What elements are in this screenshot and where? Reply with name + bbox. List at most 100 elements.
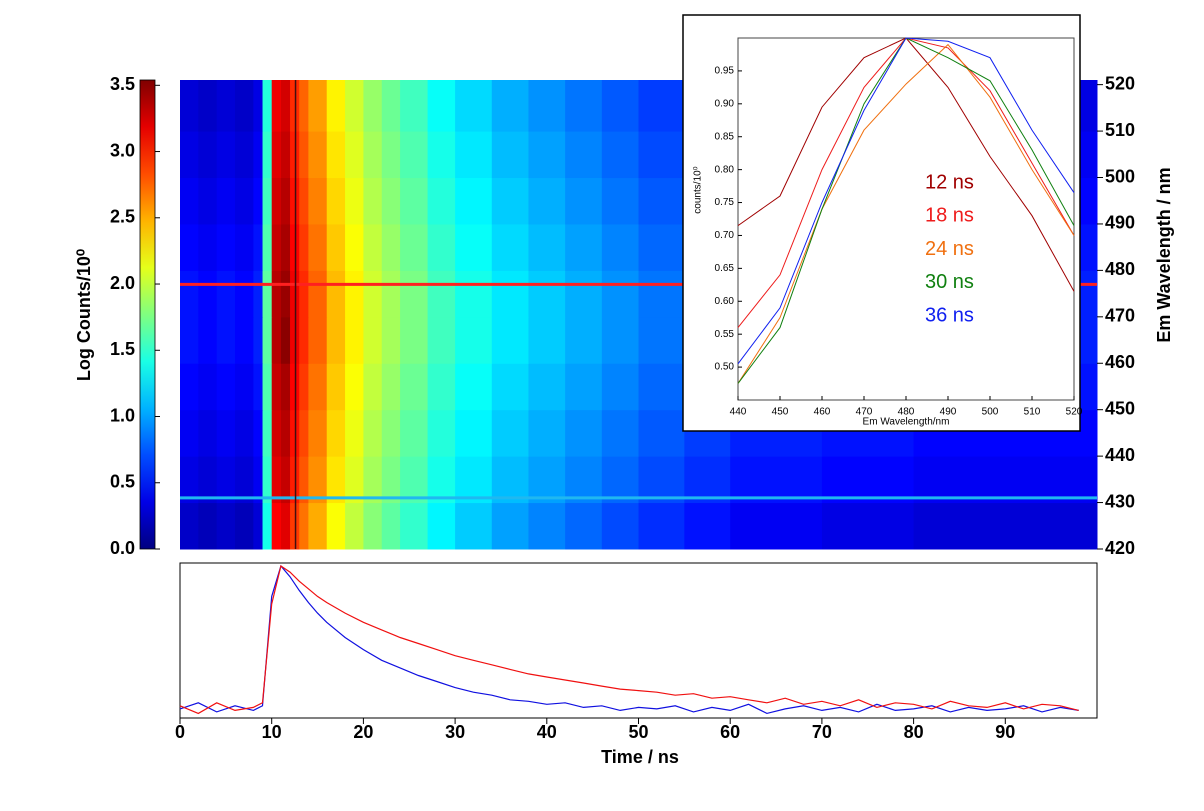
- legend-label: 30 ns: [925, 271, 974, 293]
- heatmap-cell: [308, 316, 328, 364]
- heatmap-cell: [253, 409, 264, 457]
- heatmap-cell: [601, 456, 639, 504]
- heatmap-cell: [326, 131, 346, 179]
- heatmap-cell: [253, 456, 264, 504]
- heatmap-cell: [180, 363, 199, 411]
- heatmap-cell: [528, 409, 566, 457]
- heatmap-cell: [280, 456, 291, 504]
- heatmap-cell: [253, 316, 264, 364]
- heatmap-cell: [528, 80, 566, 132]
- heatmap-cell: [821, 502, 915, 550]
- heatmap-cell: [565, 456, 603, 504]
- heatmap-cell: [363, 456, 383, 504]
- heatmap-cell: [262, 131, 273, 179]
- x-tick-label: 10: [262, 722, 282, 742]
- heatmap-cell: [345, 409, 364, 457]
- heatmap-cell: [253, 80, 264, 132]
- heatmap-cell: [363, 502, 383, 550]
- heatmap-cell: [253, 177, 264, 225]
- x-tick-label: 20: [353, 722, 373, 742]
- y-tick-label: 520: [1105, 73, 1135, 93]
- colorbar-tick-label: 1.5: [110, 339, 135, 359]
- heatmap-cell: [271, 363, 282, 411]
- heatmap-cell: [565, 177, 603, 225]
- x-tick-label: 490: [940, 407, 957, 418]
- heatmap-cell: [381, 131, 401, 179]
- heatmap-cell: [271, 80, 282, 132]
- heatmap-cell: [427, 80, 456, 132]
- plot-frame: [737, 37, 1075, 401]
- heatmap-cell: [345, 363, 364, 411]
- heatmap-cell: [400, 223, 429, 271]
- heatmap-cell: [271, 316, 282, 364]
- heatmap-cell: [363, 223, 383, 271]
- heatmap-cell: [308, 80, 328, 132]
- heatmap-cell: [216, 270, 236, 318]
- heatmap-cell: [565, 80, 603, 132]
- heatmap-cell: [400, 270, 429, 318]
- heatmap-cell: [235, 456, 254, 504]
- x-tick-label: 480: [898, 407, 915, 418]
- x-tick-label: 440: [730, 407, 747, 418]
- y-tick-label: 480: [1105, 259, 1135, 279]
- heatmap-cell: [638, 502, 685, 550]
- heatmap-cell: [381, 223, 401, 271]
- colorbar-tick-label: 3.0: [110, 140, 135, 160]
- heatmap-cell: [345, 456, 364, 504]
- heatmap-cell: [198, 80, 218, 132]
- y-tick-label: 510: [1105, 120, 1135, 140]
- heatmap-cell: [345, 223, 364, 271]
- heatmap-cell: [235, 316, 254, 364]
- heatmap-cell: [198, 409, 218, 457]
- main-plots: 0.0 0.5 1.0 1.5 2.0 2.5 3.0 3.5 Log Counts/10⁰ 42…: [74, 73, 1174, 766]
- heatmap-cell: [180, 456, 199, 504]
- heatmap-cell: [308, 363, 328, 411]
- heatmap-cell: [345, 270, 364, 318]
- heatmap-cell: [491, 409, 529, 457]
- x-tick-label: 60: [720, 722, 740, 742]
- x-tick-label: 460: [814, 407, 831, 418]
- heatmap-cell: [280, 177, 291, 225]
- heatmap-cell: [198, 270, 218, 318]
- x-axis-label: Em Wavelength/nm: [863, 417, 950, 428]
- heatmap-cell: [684, 502, 731, 550]
- heatmap-cell: [216, 502, 236, 550]
- heatmap-cell: [638, 80, 685, 132]
- heatmap-cell: [363, 363, 383, 411]
- data-line: [179, 565, 1079, 715]
- heatmap-cell: [381, 409, 401, 457]
- y-tick-label: 0.95: [715, 66, 735, 77]
- heatmap-cell: [638, 409, 685, 457]
- data-line: [737, 43, 1075, 384]
- heatmap-cell: [308, 502, 328, 550]
- heatmap-cell: [455, 270, 493, 318]
- heatmap-cell: [427, 409, 456, 457]
- heatmap-cell: [913, 456, 1006, 504]
- y-tick-label: 0.60: [715, 296, 735, 307]
- heatmap-cell: [730, 502, 823, 550]
- heatmap-cell: [400, 363, 429, 411]
- y-tick-label: 0.50: [715, 362, 735, 373]
- heatmap-cell: [280, 270, 291, 318]
- heatmap-cell: [198, 502, 218, 550]
- data-line: [737, 37, 1075, 365]
- heatmap-cell: [180, 502, 199, 550]
- heatmap-cell: [381, 80, 401, 132]
- heatmap-cell: [262, 456, 273, 504]
- heatmap-cell: [216, 409, 236, 457]
- heatmap-cell: [491, 270, 529, 318]
- heatmap-cell: [235, 270, 254, 318]
- heatmap-cell: [326, 80, 346, 132]
- x-tick-label: 80: [904, 722, 924, 742]
- heatmap-cell: [601, 131, 639, 179]
- heatmap-cell: [491, 80, 529, 132]
- x-tick-label: 450: [772, 407, 789, 418]
- heatmap-cell: [363, 409, 383, 457]
- heatmap-cell: [381, 363, 401, 411]
- heatmap-cell: [180, 316, 199, 364]
- heatmap-cell: [235, 409, 254, 457]
- heatmap-cell: [216, 316, 236, 364]
- heatmap-cell: [271, 456, 282, 504]
- colorbar-tick-label: 2.0: [110, 273, 135, 293]
- heatmap-cell: [427, 223, 456, 271]
